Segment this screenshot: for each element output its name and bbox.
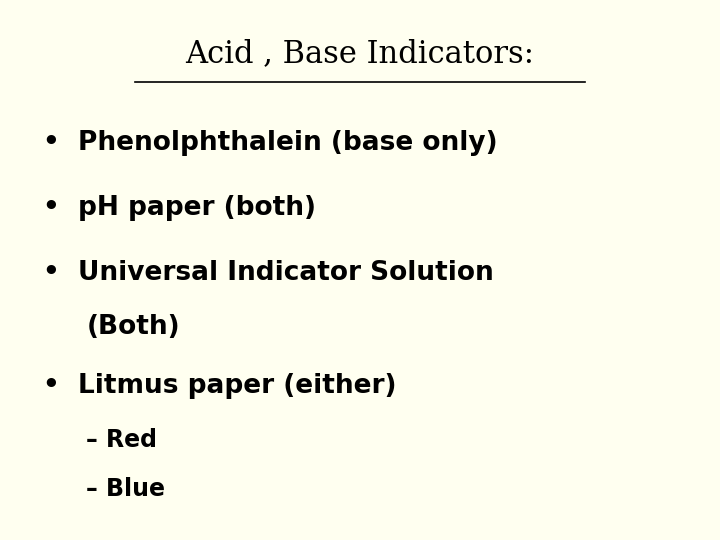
Text: Acid , Base Indicators:: Acid , Base Indicators:: [186, 38, 534, 69]
Text: – Blue: – Blue: [86, 477, 166, 501]
Text: – Red: – Red: [86, 428, 158, 452]
Text: •  Universal Indicator Solution: • Universal Indicator Solution: [43, 260, 494, 286]
Text: (Both): (Both): [86, 314, 180, 340]
Text: •  Litmus paper (either): • Litmus paper (either): [43, 373, 397, 399]
Text: •  pH paper (both): • pH paper (both): [43, 195, 316, 221]
Text: •  Phenolphthalein (base only): • Phenolphthalein (base only): [43, 130, 498, 156]
